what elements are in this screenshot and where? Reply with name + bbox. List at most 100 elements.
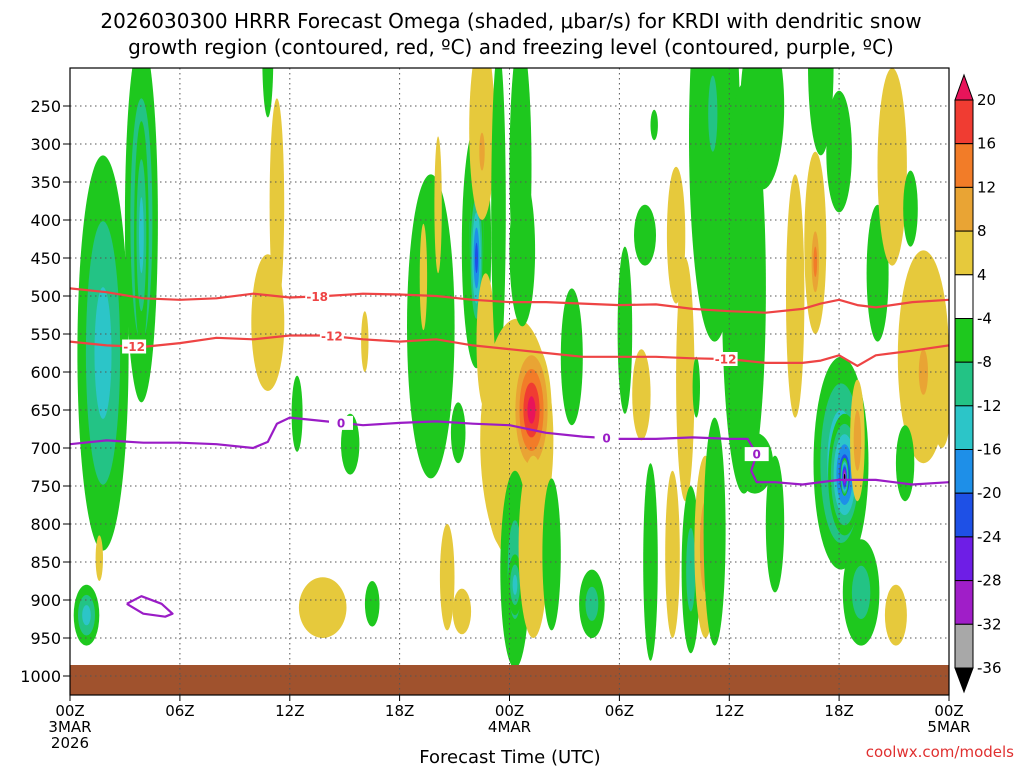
pressure-axis: 250 300 350 400 450 500 550 600 650 700 750 800 850 9…	[20, 97, 70, 686]
y-tick-label-550: 550	[30, 325, 61, 344]
x-tick-label-h48: 00Z	[934, 702, 963, 720]
omega-cell-23	[476, 113, 488, 190]
omega-contour-level	[95, 535, 104, 581]
freezing-level-label-bg-1	[594, 431, 619, 446]
omega-cell-18	[450, 402, 466, 464]
omega-contour-level	[721, 83, 766, 494]
omega-cell-43	[676, 258, 695, 502]
omega-cell-70	[895, 425, 915, 502]
omega-contour-level	[851, 565, 871, 620]
x-tick-label-h42: 18Z	[824, 702, 853, 720]
omega-contour-level	[813, 246, 818, 277]
colorbar-label-3: 8	[977, 222, 987, 240]
omega-cell-69	[914, 326, 933, 418]
y-tick-label-1000: 1000	[20, 667, 61, 686]
omega-shading	[73, 68, 949, 669]
omega-cell-5	[262, 68, 274, 118]
colorbar-label-7: -12	[977, 397, 1002, 415]
omega-cell-38	[634, 204, 656, 266]
colorbar-label-0: 20	[977, 91, 996, 109]
freezing-level-label-bg-0	[329, 415, 353, 430]
dgz-minus12-label-bg-2	[713, 352, 738, 366]
omega-contour-level	[491, 68, 506, 369]
x-tick-label-h0: 00Z	[55, 702, 84, 720]
omega-contour-level	[560, 288, 583, 426]
colorbar-bin-13	[954, 623, 974, 669]
omega-contour-level	[475, 242, 478, 274]
omega-cell-50	[721, 83, 766, 494]
colorbar-label-10: -24	[977, 528, 1002, 546]
freezing-level-loop	[126, 595, 174, 618]
dgz-minus12-label-0: -12	[123, 340, 145, 354]
x-tick-label-h6: 06Z	[165, 702, 194, 720]
dgz-minus12-label-bg-0	[122, 339, 147, 354]
y-tick-label-950: 950	[30, 629, 61, 648]
y-tick-label-400: 400	[30, 211, 61, 230]
omega-cell-16	[439, 524, 455, 631]
x-tick-date-h0: 3MAR	[48, 718, 91, 736]
omega-cell-49	[703, 417, 726, 646]
omega-cell-30	[518, 455, 548, 638]
colorbar-bin-5	[954, 274, 974, 319]
x-axis-title: Forecast Time (UTC)	[419, 747, 600, 768]
credit-text: coolwx.com/models	[866, 743, 1014, 761]
colorbar-bin-6	[954, 318, 974, 363]
omega-cell-7	[251, 254, 285, 391]
ground-surface	[70, 665, 949, 695]
colorbar-label-13: -36	[977, 659, 1002, 677]
x-tick-label-h12: 12Z	[275, 702, 304, 720]
freezing-level-label-1: 0	[602, 432, 610, 446]
omega-cell-13	[407, 174, 455, 479]
omega-cell-61	[840, 457, 849, 496]
omega-cell-65	[877, 68, 907, 266]
omega-contour-level	[407, 174, 455, 479]
omega-contour-level	[903, 170, 918, 247]
omega-contour-level	[932, 356, 949, 448]
omega-contour-level	[740, 68, 785, 190]
omega-contour-level	[665, 470, 680, 638]
omega-contour-level	[479, 132, 485, 171]
omega-contour-level	[361, 311, 369, 372]
omega-contour-level	[895, 425, 915, 502]
omega-cell-62	[842, 539, 880, 646]
omega-cell-34	[560, 288, 583, 426]
omega-cell-71	[932, 356, 949, 448]
chart-title-line-1: 2026030300 HRRR Forecast Omega (shaded, …	[100, 9, 921, 33]
omega-contour-level	[298, 577, 347, 638]
colorbar-label-11: -28	[977, 572, 1002, 590]
omega-contour-level	[632, 349, 651, 441]
omega-contour-level	[634, 204, 656, 266]
colorbar-bin-8	[954, 405, 974, 450]
y-tick-label-650: 650	[30, 401, 61, 420]
omega-cell-45	[692, 356, 700, 418]
colorbar-bin-7	[954, 361, 974, 407]
colorbar-bin-11	[954, 536, 974, 582]
omega-cell-63	[850, 379, 865, 502]
dgz-minus18-label-bg-0	[305, 289, 330, 304]
colorbar-label-5: -4	[977, 310, 992, 328]
x-tick-label-h18: 18Z	[385, 702, 414, 720]
colorbar-bin-1	[954, 99, 974, 145]
omega-contour-level	[853, 410, 862, 471]
omega-contour-level	[364, 581, 380, 627]
omega-cell-32	[509, 174, 536, 327]
omega-contour-level	[291, 375, 303, 452]
omega-cell-37	[632, 349, 651, 441]
colorbar-bin-4	[954, 230, 974, 276]
omega-contour-level	[877, 68, 907, 266]
omega-cell-14	[419, 223, 428, 331]
omega-contour-level	[666, 166, 686, 304]
omega-contour-level	[139, 197, 144, 274]
y-tick-label-900: 900	[30, 591, 61, 610]
omega-contour-level	[450, 402, 466, 464]
omega-contour-level	[419, 223, 428, 331]
y-tick-label-750: 750	[30, 477, 61, 496]
colorbar-bin-12	[954, 580, 974, 625]
omega-contour-level	[509, 174, 536, 327]
omega-contour-level	[686, 527, 696, 612]
colorbar-bin-9	[954, 449, 974, 494]
omega-cell-1	[77, 155, 129, 551]
freezing-level-line	[70, 416, 949, 486]
omega-cell-12	[361, 311, 369, 372]
colorbar-top-triangle	[954, 73, 974, 101]
